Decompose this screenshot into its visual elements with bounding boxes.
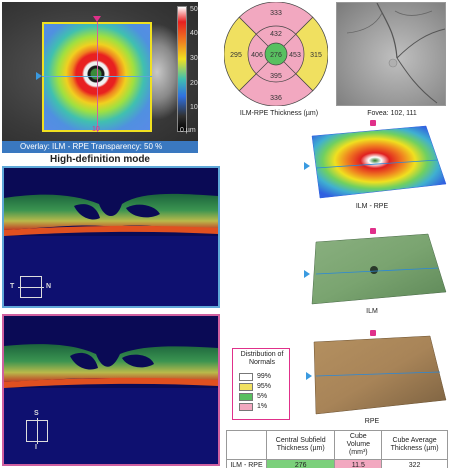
legend-item-99: 99% (239, 373, 287, 381)
val-outer-right: 315 (310, 52, 322, 59)
table-row-label: ILM - RPE (226, 459, 267, 468)
table-row: ILM - RPE 276 11.5 322 (226, 459, 448, 468)
scale-label-400: 400 (190, 30, 198, 37)
legend-swatch-5 (239, 393, 253, 401)
legend-swatch-99 (239, 373, 253, 381)
orientation-vline (37, 418, 38, 444)
overlay-caption-bar: Overlay: ILM - RPE Transparency: 50 % (2, 141, 198, 153)
val-outer-bottom: 336 (270, 95, 282, 102)
ilm-surface[interactable] (300, 226, 450, 308)
ilm-top-marker-icon (370, 228, 376, 234)
ilm-rpe-caption: ILM - RPE (355, 203, 389, 210)
legend-item-95: 95% (239, 383, 287, 391)
mode-label: High-definition mode (50, 154, 150, 165)
legend-item-1: 1% (239, 403, 287, 411)
table-cell-cube-average: 322 (381, 459, 448, 468)
legend-label-99: 99% (257, 373, 272, 380)
orientation-inferior: I (35, 444, 37, 451)
bottom-marker-label: 10 (92, 126, 100, 133)
scale-label-300: 300 (190, 55, 198, 62)
val-inner-right: 453 (289, 52, 301, 59)
orientation-temporal: T (10, 283, 15, 290)
legend-label-5: 5% (257, 393, 268, 400)
vertical-scan-line[interactable] (97, 22, 98, 132)
fundus-image (336, 2, 446, 106)
etdrs-sector-chart: 333 432 295 406 276 453 315 395 336 (223, 1, 329, 107)
val-inner-left: 406 (251, 52, 263, 59)
orientation-hline (18, 287, 44, 288)
table-cell-cube-volume: 11.5 (334, 459, 383, 468)
table-header-cube-volume: Cube Volume (mm³) (334, 430, 383, 460)
table-header-cube-average: Cube Average Thickness (µm) (381, 430, 448, 460)
horizontal-bscan[interactable]: T N (2, 166, 220, 308)
val-inner-bottom: 395 (270, 73, 282, 80)
rpe-left-marker-icon (306, 372, 312, 380)
thickness-summary-table: Central Subfield Thickness (µm) Cube Vol… (226, 430, 448, 468)
thickness-overlay-panel: 10 500 400 300 200 100 0 µm (2, 2, 198, 150)
bscan-top-image (4, 168, 218, 306)
fovea-coordinates: Fovea: 102, 111 (367, 110, 417, 117)
val-outer-top: 333 (270, 10, 282, 17)
legend-swatch-95 (239, 383, 253, 391)
legend-title: Distribution of Normals (240, 351, 284, 366)
val-center: 276 (270, 52, 282, 59)
ilm-caption: ILM (366, 308, 378, 315)
left-blue-marker-icon[interactable] (36, 72, 42, 80)
top-pink-marker-icon[interactable] (93, 16, 101, 22)
scale-label-200: 200 (190, 80, 198, 87)
orientation-nasal: N (46, 283, 52, 290)
legend-label-1: 1% (257, 403, 268, 410)
scale-label-0: 0 µm (180, 127, 196, 134)
table-cell-central-subfield: 276 (265, 459, 336, 468)
legend-swatch-1 (239, 403, 253, 411)
sector-chart-caption: ILM-RPE Thickness (µm) (239, 110, 319, 117)
thickness-color-scale (177, 6, 187, 132)
scale-label-100: 100 (190, 104, 198, 111)
val-inner-top: 432 (270, 31, 282, 38)
ilm-left-marker-icon (304, 270, 310, 278)
table-header-row: Central Subfield Thickness (µm) Cube Vol… (226, 430, 448, 460)
legend-item-5: 5% (239, 393, 287, 401)
val-outer-left: 295 (230, 52, 242, 59)
rpe-caption: RPE (364, 418, 380, 425)
ilm-rpe-surface[interactable] (300, 118, 450, 202)
legend-label-95: 95% (257, 383, 272, 390)
scale-label-500: 500 (190, 6, 198, 13)
vertical-bscan[interactable]: S I (2, 314, 220, 466)
ilm-rpe-left-marker-icon (304, 162, 310, 170)
sector-center[interactable] (264, 42, 288, 66)
orientation-superior: S (34, 410, 39, 417)
bscan-bottom-image (4, 316, 218, 464)
table-header-central-subfield: Central Subfield Thickness (µm) (265, 430, 336, 460)
ilm-rpe-top-marker-icon (370, 120, 376, 126)
rpe-top-marker-icon (370, 330, 376, 336)
rpe-surface[interactable] (300, 330, 450, 416)
table-header-blank (226, 430, 267, 460)
normals-legend: Distribution of Normals 99% 95% 5% 1% (232, 348, 290, 420)
